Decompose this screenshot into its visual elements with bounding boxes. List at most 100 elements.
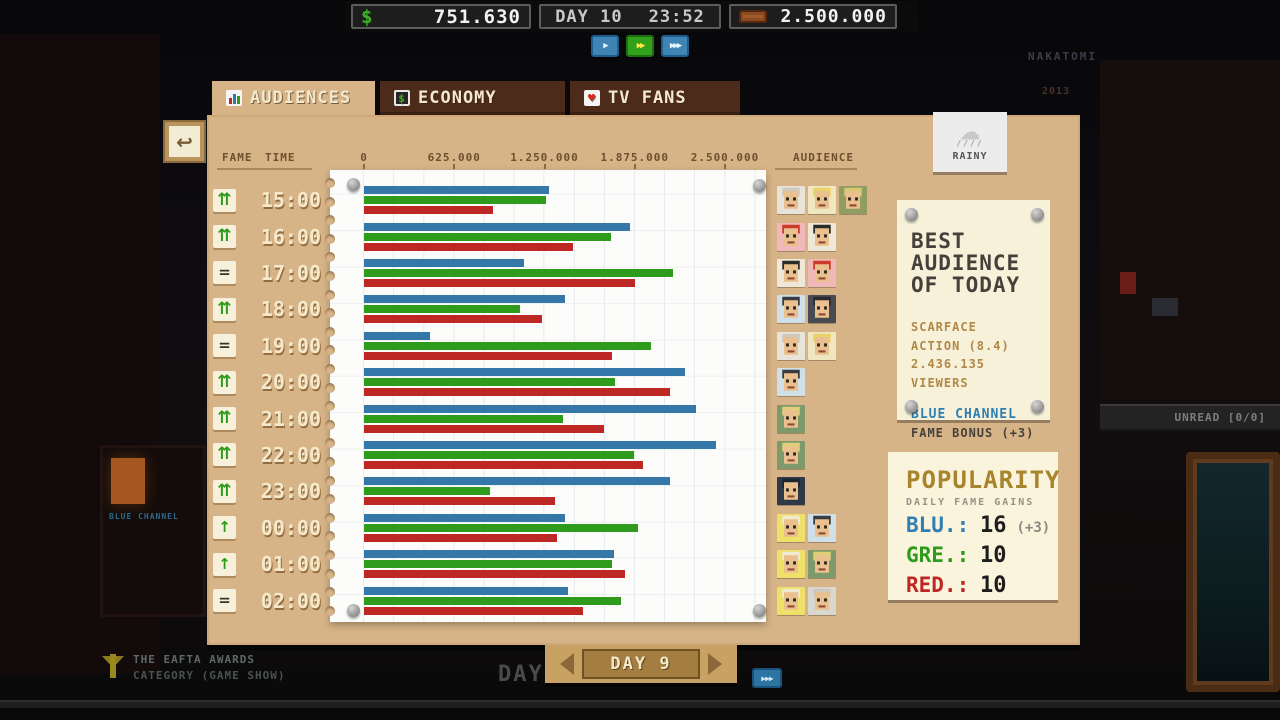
time-label: 19:00 <box>260 333 321 358</box>
green-channel-bar <box>364 560 613 569</box>
background-tv <box>1186 452 1280 692</box>
popularity-row: BLU.: 16 (+3) <box>906 513 1058 538</box>
day-nav-label[interactable]: DAY 9 <box>582 649 700 679</box>
bar-chart-icon <box>226 90 242 106</box>
audience-face-icon <box>777 404 805 433</box>
chart-row-labels: = 19:00 <box>213 328 321 364</box>
fame-up2-icon: ⇈ <box>213 407 236 431</box>
heart-icon: ♥ <box>584 90 600 106</box>
red-channel-bar <box>364 424 604 433</box>
fastest-button[interactable]: ▶▶▶ <box>661 35 689 57</box>
push-pin <box>753 604 766 617</box>
time-label: 21:00 <box>260 406 321 431</box>
audience-faces-row <box>777 218 877 254</box>
push-pin <box>347 178 360 191</box>
bg-decor-people <box>1152 298 1178 316</box>
axis-tick-mark <box>724 164 726 169</box>
blue-channel-bar <box>364 331 431 340</box>
audience-face-icon <box>808 586 836 615</box>
audience-underline <box>775 168 857 170</box>
binder-hole <box>325 494 335 505</box>
fame-eq-icon: = <box>213 589 236 613</box>
time-column-header: TIME <box>265 151 296 164</box>
top-status-bar: $ 751.630 DAY 10 23:52 2.500.000 <box>345 1 918 32</box>
chart-row-labels: = 02:00 <box>213 582 321 618</box>
chart-row-labels: = 17:00 <box>213 255 321 291</box>
fame-up2-icon: ⇈ <box>213 370 236 394</box>
green-channel-bar <box>364 196 546 205</box>
tab-tv-fans[interactable]: ♥ TV FANS <box>570 81 740 115</box>
audience-faces-row <box>777 473 877 509</box>
playback-controls: ▶ ▶▶ ▶▶▶ <box>591 35 689 57</box>
fame-up2-icon: ⇈ <box>213 225 236 249</box>
audience-faces-row <box>777 291 877 327</box>
bar-row <box>364 255 725 291</box>
audience-faces-row <box>777 328 877 364</box>
fast-forward-button[interactable]: ▶▶ <box>626 35 654 57</box>
bar-row <box>364 582 725 618</box>
bar-row <box>364 182 725 218</box>
bar-row <box>364 437 725 473</box>
audience-face-icon <box>808 186 836 215</box>
tab-audiences[interactable]: AUDIENCES <box>212 81 375 115</box>
audience-face-icon <box>808 258 836 287</box>
best-audience-details: SCARFACE ACTION (8.4) 2.436.135 VIEWERS <box>911 318 1036 392</box>
clock-value: 23:52 <box>648 6 705 27</box>
audience-faces-row <box>777 582 877 618</box>
audience-faces-row <box>777 400 877 436</box>
bottom-strip <box>0 700 1280 708</box>
blue-channel-bar <box>364 404 697 413</box>
popularity-subtitle: DAILY FAME GAINS <box>906 497 1035 508</box>
fame-up2-icon: ⇈ <box>213 479 236 503</box>
unread-label: UNREAD [0/0] <box>1174 411 1266 424</box>
tab-tv-fans-label: TV FANS <box>608 88 687 108</box>
dollar-tile-icon: $ <box>394 90 410 106</box>
rain-drops-icon: //// <box>956 138 984 148</box>
day-navigation: DAY 9 <box>545 645 737 683</box>
red-channel-bar <box>364 278 636 287</box>
binder-hole <box>325 512 335 523</box>
building-sign: NAKATOMI <box>1028 50 1097 63</box>
blue-channel-bar <box>364 513 565 522</box>
binder-hole <box>325 233 335 244</box>
axis-tick-mark <box>633 164 636 169</box>
binder-hole <box>325 587 335 598</box>
trophy-icon <box>102 652 124 682</box>
red-channel-bar <box>364 206 493 215</box>
previous-day-arrow[interactable] <box>560 653 574 675</box>
axis-tick-label: 1.250.000 <box>510 151 579 164</box>
green-channel-bar <box>364 378 616 387</box>
red-channel-bar <box>364 606 584 615</box>
green-channel-bar <box>364 268 674 277</box>
axis-tick-mark <box>363 164 365 169</box>
back-button[interactable]: ↩ <box>163 120 206 163</box>
blue-channel-bar <box>364 186 549 195</box>
blue-channel-bar <box>364 295 565 304</box>
next-day-arrow[interactable] <box>708 653 722 675</box>
play-button[interactable]: ▶ <box>591 35 619 57</box>
tab-economy[interactable]: $ ECONOMY <box>380 81 565 115</box>
green-channel-bar <box>364 305 520 314</box>
channel-poster: BLUE CHANNEL <box>100 445 206 617</box>
green-channel-bar <box>364 596 622 605</box>
binder-hole <box>325 568 335 579</box>
tab-economy-label: ECONOMY <box>418 88 497 108</box>
bar-row <box>364 328 725 364</box>
channel-label: GRE.: <box>906 543 970 567</box>
red-channel-bar <box>364 242 574 251</box>
binder-hole <box>325 419 335 430</box>
time-label: 18:00 <box>260 297 321 322</box>
building-year: 2013 <box>1042 86 1071 97</box>
red-channel-bar <box>364 460 643 469</box>
fame-up2-icon: ⇈ <box>213 188 236 212</box>
chart-row-labels: ⇈ 18:00 <box>213 291 321 327</box>
unread-bar: UNREAD [0/0] <box>1100 404 1280 431</box>
push-pin <box>1031 208 1044 221</box>
axis-tick-mark <box>543 164 546 169</box>
blue-channel-bar <box>364 550 614 559</box>
bar-row <box>364 546 725 582</box>
awards-title: THE EAFTA AWARDS <box>133 652 255 666</box>
fame-gain-bonus: (+3) <box>1016 520 1051 536</box>
blue-channel-bar <box>364 586 568 595</box>
best-show-genre-rating: ACTION (8.4) <box>911 338 1010 353</box>
